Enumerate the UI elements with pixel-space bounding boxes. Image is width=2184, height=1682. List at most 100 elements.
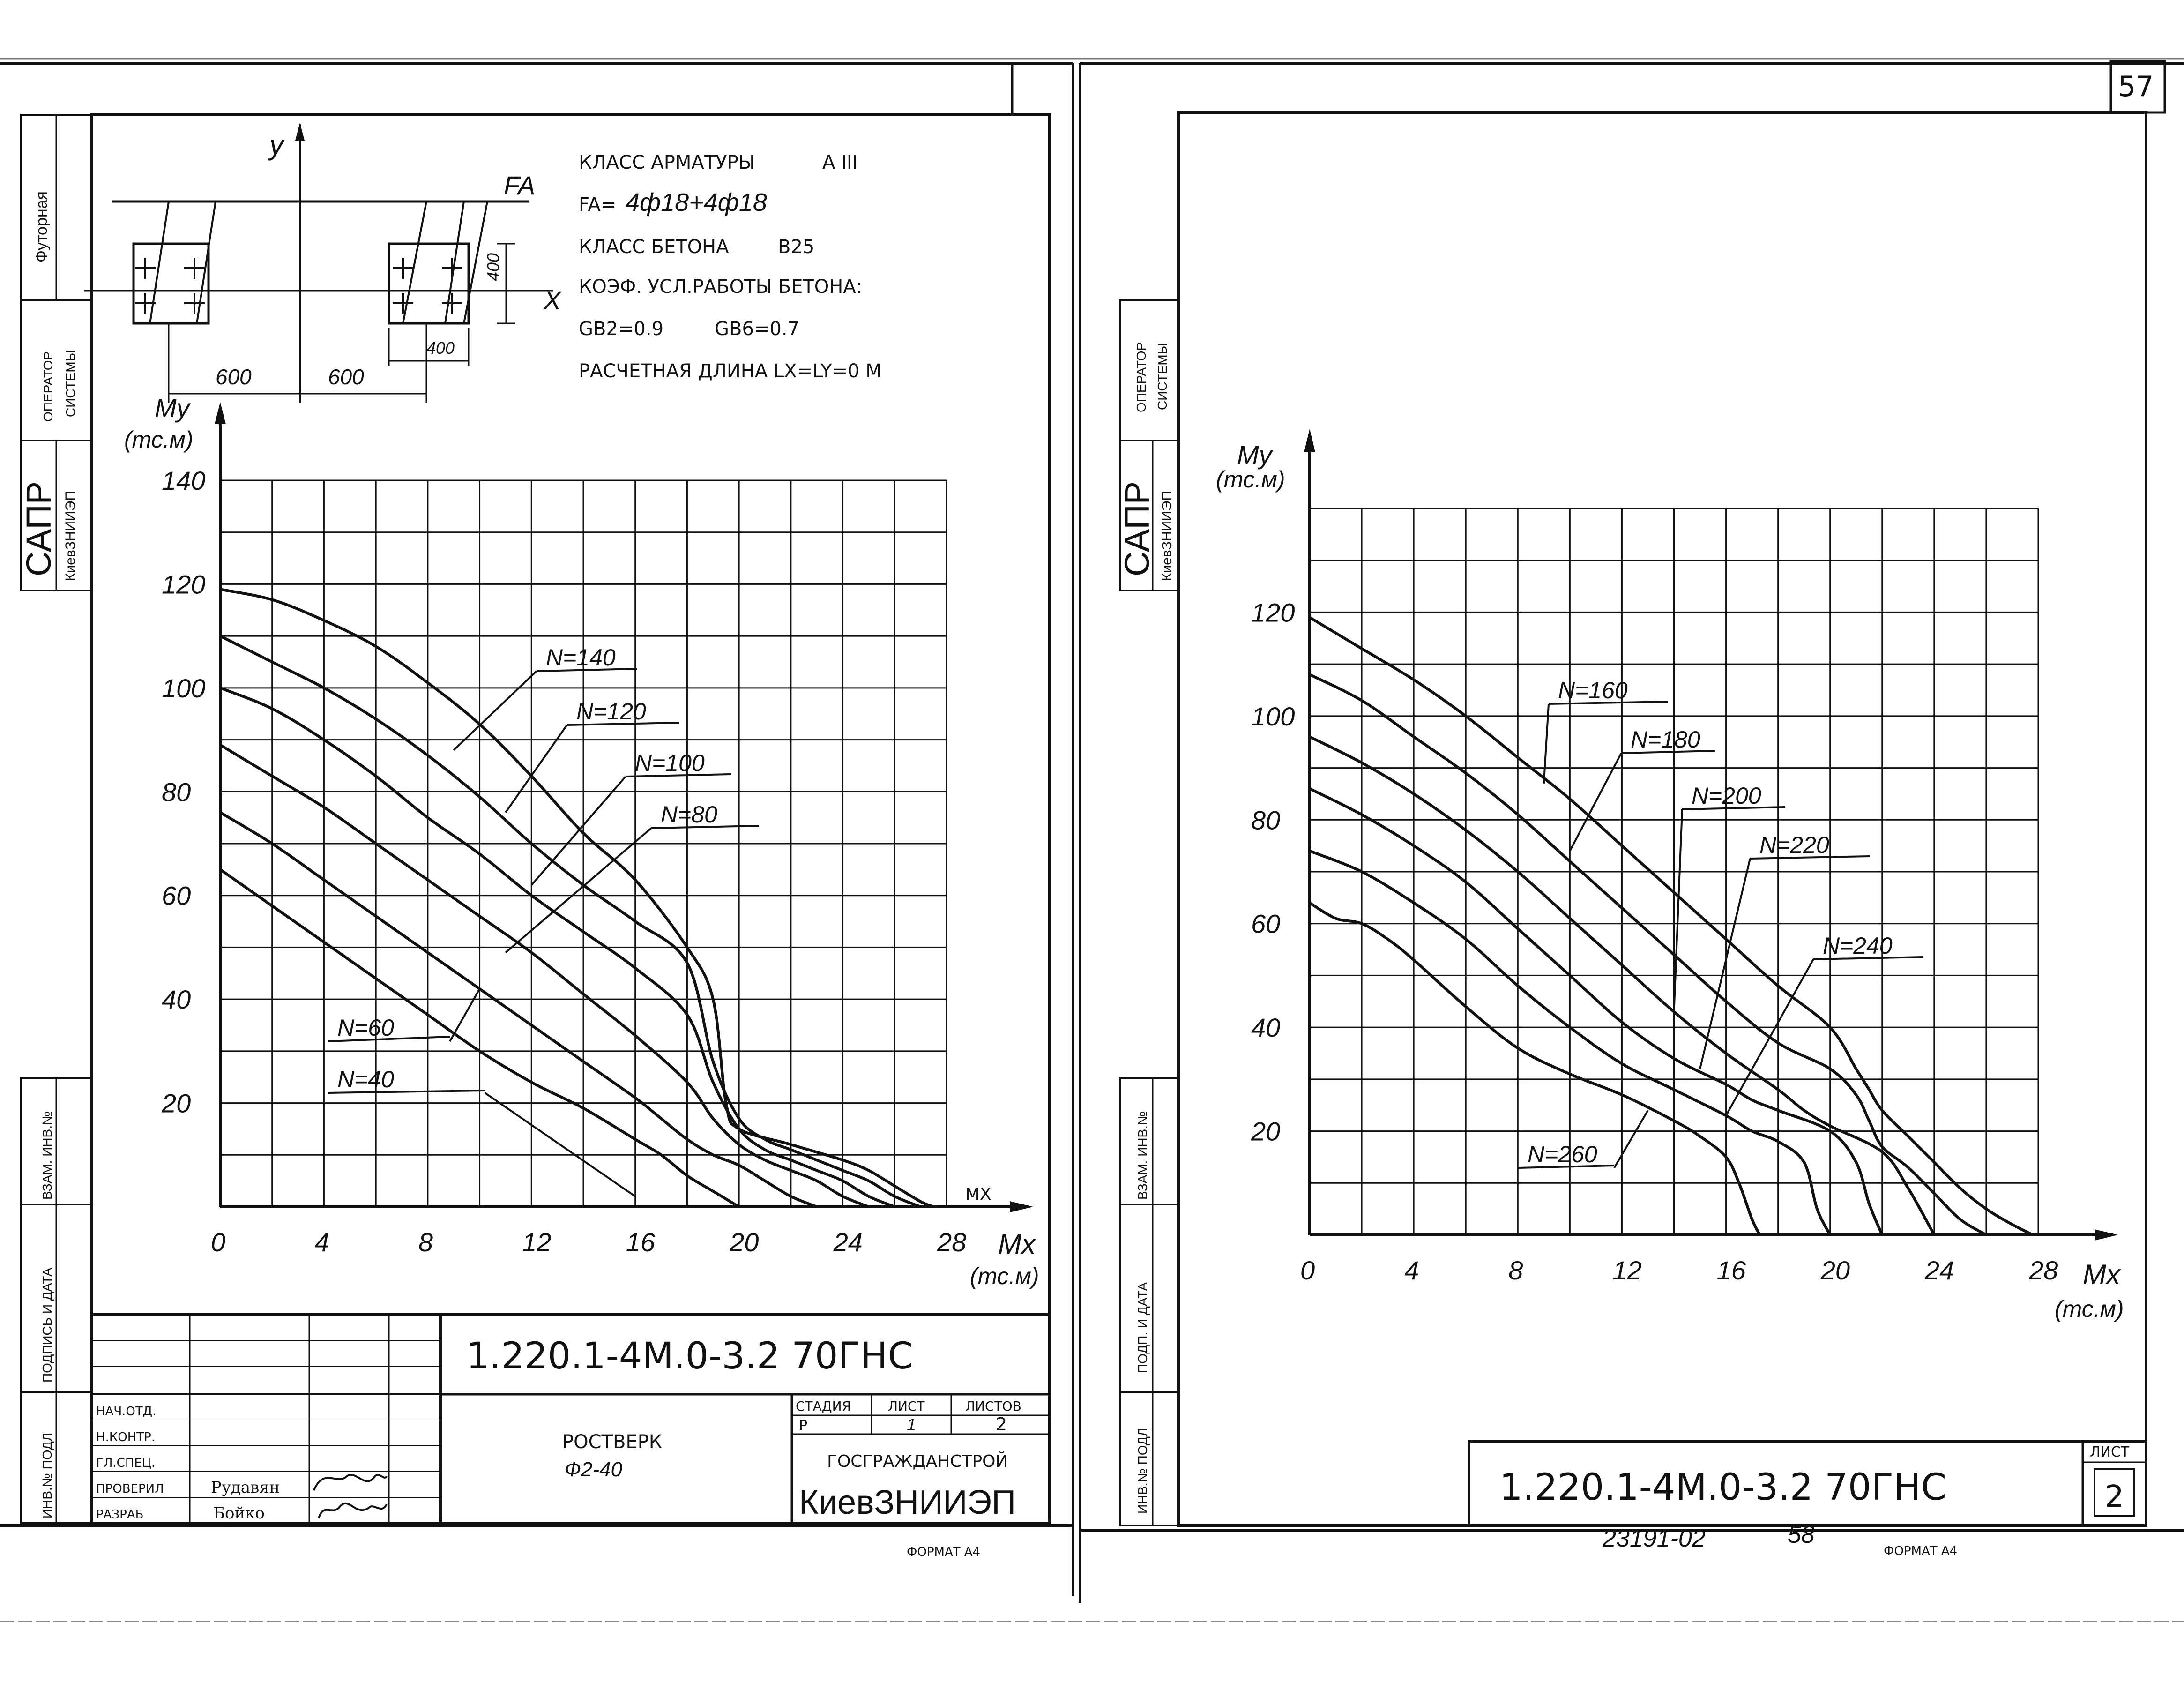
right-title-sheet-label: ЛИСТ: [2090, 1444, 2130, 1460]
title-role-2: ГЛ.СПЕЦ.: [96, 1456, 155, 1470]
chart-x-tick-label: 24: [1924, 1256, 1954, 1285]
right-side-stamp: ОПЕРАТОР СИСТЕМЫ САПР КиевЗНИИЭП ВЗАМ. И…: [1118, 299, 1179, 1526]
chart-y-tick-label: 140: [162, 466, 205, 495]
series-line-n-260: [1309, 901, 1761, 1236]
chart-x-tick-label: 4: [1404, 1256, 1419, 1285]
left-operator-line1: ОПЕРАТОР: [41, 351, 55, 422]
chart-x-tick-label: 12: [1612, 1256, 1641, 1285]
chart-x-tick-label: 16: [1717, 1256, 1746, 1285]
chart-left-x-unit: (тс.м): [970, 1263, 1039, 1289]
pile-group-right: [388, 242, 470, 325]
spec-coef-label: КОЭФ. УСЛ.РАБОТЫ БЕТОНА:: [579, 276, 862, 298]
section-force-label: FA: [504, 171, 535, 200]
chart-left-series: [219, 588, 934, 1208]
series-label-underline: [625, 773, 731, 777]
right-sheet: 57 ОПЕРАТОР СИСТЕМЫ САПР КиевЗНИИЭП ВЗАМ…: [1079, 60, 2184, 1603]
series-line-n-60: [219, 811, 818, 1208]
chart-x-tick-label: 28: [937, 1227, 966, 1257]
chart-y-tick-label: 120: [1251, 598, 1295, 627]
left-operator-line2: СИСТЕМЫ: [63, 350, 78, 417]
series-label-n-100: N=100: [635, 750, 705, 776]
chart-x-tick-label: 28: [2028, 1256, 2058, 1285]
title-stage-label: СТАДИЯ: [796, 1398, 851, 1414]
series-leader-line: [1725, 959, 1814, 1116]
series-label-n-60: N=60: [337, 1015, 394, 1041]
signature-checked: [313, 1473, 388, 1491]
chart-left-y-unit: (тс.м): [124, 426, 194, 453]
spec-concrete-class-value: B25: [778, 236, 814, 258]
title-name-developer: Бойко: [213, 1504, 265, 1523]
chart-left-y-label: My: [155, 393, 191, 423]
right-stamp-box2: ПОДП. И ДАТА: [1135, 1282, 1150, 1373]
title-object-line1: РОСТВЕРК: [562, 1431, 662, 1453]
right-title-block: 1.220.1-4М.0-3.2 70ГНС ЛИСТ 2: [1468, 1440, 2147, 1527]
chart-right: My (тс.м) Mx (тс.м) 0 4 8 12 16 20 24 28 20 40 60 8…: [1216, 429, 2124, 1322]
series-leader-line: [1569, 753, 1622, 852]
series-label-underline: [1518, 1165, 1615, 1169]
chart-x-tick-label: 16: [626, 1227, 656, 1257]
chart-y-tick-label: 120: [162, 569, 205, 599]
series-label-n-160: N=160: [1558, 677, 1628, 703]
series-line-n-140: [220, 588, 934, 1208]
series-label-underline: [1813, 956, 1924, 960]
chart-y-tick-label: 60: [1251, 909, 1280, 939]
title-role-1: Н.КОНТР.: [96, 1430, 155, 1444]
right-institute-text: КиевЗНИИЭП: [1159, 491, 1175, 581]
series-label-n-80: N=80: [661, 801, 717, 828]
pile-group-left: [132, 242, 210, 325]
chart-y-tick-label: 80: [162, 777, 191, 807]
title-sheet-value: 1: [907, 1415, 916, 1434]
chart-left-x-end-label: МХ: [965, 1185, 991, 1204]
left-title-block: 1.220.1-4М.0-3.2 70ГНС РОСТВЕРК Ф2-40 СТ…: [90, 1313, 1051, 1525]
title-role-0: НАЧ.ОТД.: [96, 1405, 156, 1419]
chart-right-y-unit: (тс.м): [1216, 466, 1285, 493]
chart-y-tick-label: 20: [161, 1089, 191, 1118]
series-leader-line: [1543, 703, 1550, 784]
chart-left: My (тс.м) МХ Mx (тс.м) 0 4 8 12 16 20 24 28 20 40…: [124, 393, 1039, 1289]
spec-concrete-class-label: КЛАСС БЕТОНА: [579, 236, 729, 258]
title-role-4: РАЗРАБ: [96, 1508, 143, 1522]
chart-y-tick-label: 80: [1251, 805, 1280, 835]
series-label-n-240: N=240: [1823, 933, 1893, 959]
series-label-underline: [536, 668, 638, 672]
chart-right-axes: [1304, 429, 2118, 1241]
chart-y-tick-label: 20: [1251, 1117, 1280, 1146]
title-org-line2: КиевЗНИИЭП: [799, 1484, 1016, 1521]
spec-gb2: GB2=0.9: [579, 318, 663, 340]
specification-block: КЛАСС АРМАТУРЫ А III FA= 4ф18+4ф18 КЛАСС…: [579, 152, 882, 382]
signature-developer: [318, 1502, 388, 1519]
series-label-n-120: N=120: [576, 698, 646, 725]
series-label-underline: [1682, 806, 1786, 810]
chart-left-ticks: 0 4 8 12 16 20 24 28 20 40 60 80 100 120 140: [161, 466, 966, 1257]
title-name-checked: Рудавян: [211, 1478, 280, 1497]
chart-y-tick-label: 60: [162, 881, 191, 911]
chart-x-tick-label: 0: [1300, 1256, 1315, 1285]
right-operator-line1: ОПЕРАТОР: [1134, 342, 1148, 412]
series-label-n-140: N=140: [546, 644, 616, 671]
series-label-n-220: N=220: [1759, 832, 1829, 858]
series-leader-line: [484, 1092, 636, 1197]
section-x-axis-label: X: [543, 285, 562, 315]
series-label-n-200: N=200: [1692, 783, 1761, 809]
chart-right-grid: [1310, 508, 2039, 1235]
chart-right-x-unit: (тс.м): [2055, 1296, 2124, 1322]
spec-reinf-class-label: КЛАСС АРМАТУРЫ: [579, 152, 755, 173]
chart-y-tick-label: 100: [162, 673, 205, 703]
series-leader-line: [530, 776, 626, 886]
chart-left-series-labels: N=40 N=60 N=80 N=100 N=120 N=140: [328, 644, 760, 1197]
left-title-code: 1.220.1-4М.0-3.2 70ГНС: [466, 1335, 913, 1377]
series-leader-line: [453, 670, 537, 751]
title-sheet-label: ЛИСТ: [888, 1398, 925, 1414]
left-stamp-box2: ПОДПИСЬ И ДАТА: [40, 1268, 54, 1383]
left-side-stamp: Футорная ОПЕРАТОР СИСТЕМЫ САПР КиевЗНИИЭ…: [19, 114, 92, 1524]
series-line-n-120: [219, 635, 921, 1208]
chart-left-x-label: Mx: [998, 1228, 1036, 1260]
chart-right-ticks: 0 4 8 12 16 20 24 28 20 40 60 80 100 120: [1251, 598, 2058, 1285]
spec-length: РАСЧЕТНАЯ ДЛИНА LX=LY=0 М: [579, 360, 882, 382]
spec-fa-value: 4ф18+4ф18: [626, 188, 767, 217]
right-format-label: ФОРМАТ А4: [1884, 1544, 1957, 1558]
page-number: 57: [2118, 70, 2154, 103]
series-leader-line: [1699, 858, 1751, 1069]
series-leader-line: [1673, 809, 1683, 1012]
